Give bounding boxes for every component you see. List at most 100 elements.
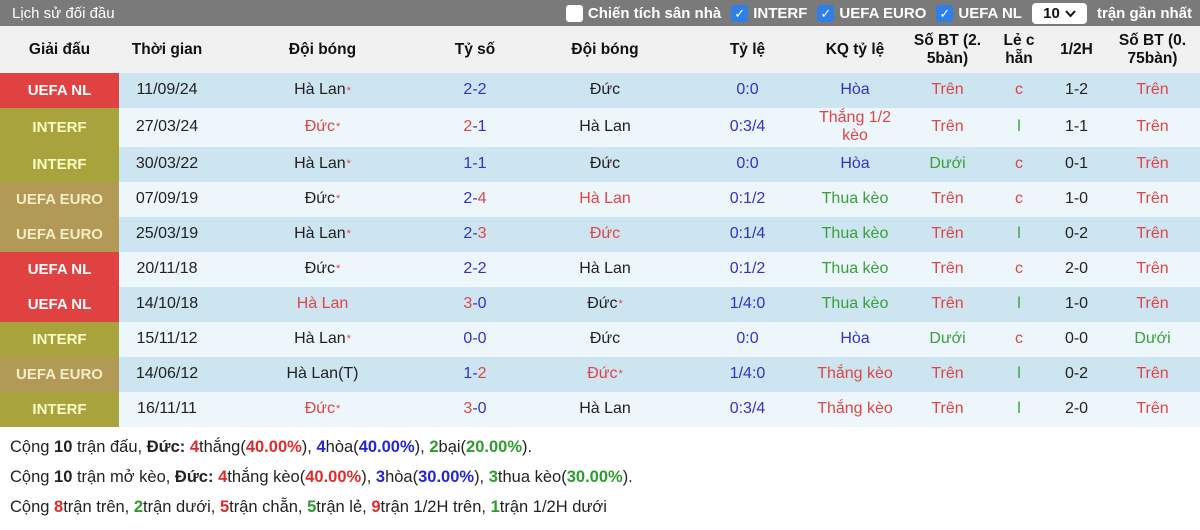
text-segment: thắng kèo( [227, 467, 306, 486]
odd-even: c [1015, 330, 1023, 348]
text-segment: 40.00% [245, 437, 302, 456]
column-header-8: Lẻ c hẵn [1003, 31, 1035, 67]
text-segment: 0 [477, 400, 487, 418]
match-date: 14/10/18 [135, 295, 199, 313]
home-team: Đức * [304, 400, 341, 418]
checkbox-checked-icon[interactable]: ✓ [731, 4, 749, 22]
match-score: 0-0 [430, 322, 520, 357]
team-name: Hà Lan [294, 225, 346, 243]
text-segment: - [472, 260, 478, 278]
text-segment: ). [622, 467, 633, 486]
checkbox-checked-icon[interactable]: ✓ [817, 4, 835, 22]
team-name: Hà Lan [294, 330, 346, 348]
text-segment: 30.00% [418, 467, 475, 486]
team-name: Hà Lan [579, 190, 631, 208]
table-row: UEFA NL 14/10/18 Hà Lan 3-0 Đức * 1/4:0 Thua kè… [0, 286, 1200, 322]
text-segment: trận chẵn, [229, 497, 308, 516]
column-header-7: Số BT (2. 5bàn) [913, 31, 982, 67]
column-header-5: Tỷ lệ [729, 40, 766, 58]
column-header-4: Đội bóng [571, 40, 639, 58]
text-segment: trận trên, [63, 497, 134, 516]
half-time-score: 0-0 [1064, 330, 1089, 348]
text-segment: ), [361, 467, 376, 486]
half-time-score: 2-0 [1064, 400, 1089, 418]
text-segment: 3 [463, 295, 473, 313]
league-badge: INTERF [0, 321, 119, 357]
chevron-down-icon [1065, 9, 1076, 17]
table-row: INTERF 16/11/11 Đức * 3-0 Hà Lan 0:3/4 Thắng kè… [0, 391, 1200, 427]
text-segment: bại( [438, 437, 467, 456]
team-name: Đức [304, 260, 335, 278]
away-team: Đức [520, 147, 690, 182]
team-name: Hà Lan [294, 81, 346, 99]
odds-result: Thua kèo [821, 225, 889, 243]
league-badge: UEFA EURO [0, 181, 119, 217]
odds-result: Thua kèo [821, 295, 889, 313]
checkbox-checked-icon[interactable]: ✓ [936, 4, 954, 22]
match-count-select[interactable]: 10 [1031, 2, 1087, 24]
text-segment: - [472, 330, 478, 348]
team-name: Hà Lan [294, 155, 346, 173]
text-segment: : [179, 437, 190, 456]
text-segment: Cộng [10, 497, 55, 516]
text-segment: 10 [54, 467, 73, 486]
text-segment: ), [474, 467, 489, 486]
checkbox-unchecked-icon[interactable] [565, 4, 583, 22]
text-segment: 5 [219, 497, 230, 516]
over-under-2-5: Trên [931, 295, 964, 313]
filter-league-interf[interactable]: ✓ INTERF [731, 4, 807, 22]
match-score: 1-1 [430, 147, 520, 182]
odd-even: c [1015, 190, 1023, 208]
over-under-0-75: Trên [1136, 295, 1169, 313]
text-segment: ), [301, 437, 317, 456]
home-team: Hà Lan(T) [215, 357, 430, 392]
column-header-10: Số BT (0. 75bàn) [1118, 31, 1187, 67]
topbar-controls: Chiến tích sân nhà ✓ INTERF ✓ UEFA EURO ✓ UEF… [565, 2, 1192, 24]
column-header-9: 1/2H [1060, 40, 1093, 58]
table-row: UEFA EURO 25/03/19 Hà Lan * 2-3 Đức 0:1/4 Thua … [0, 216, 1200, 252]
filter-league-uefa-euro[interactable]: ✓ UEFA EURO [817, 4, 926, 22]
half-time-score: 0-1 [1064, 155, 1089, 173]
text-segment: hòa( [385, 467, 419, 486]
text-segment: 1 [463, 155, 473, 173]
table-row: UEFA NL 20/11/18 Đức * 2-2 Hà Lan 0:1/2 Thua kè… [0, 251, 1200, 287]
league-badge: UEFA EURO [0, 216, 119, 252]
match-count-value: 10 [1043, 4, 1060, 22]
text-segment: - [472, 155, 478, 173]
table-row: UEFA EURO 07/09/19 Đức * 2-4 Hà Lan 0:1/2 Thua … [0, 181, 1200, 217]
over-under-2-5: Dưới [929, 155, 966, 173]
home-team: Đức * [304, 118, 341, 136]
home-team: Đức * [304, 260, 341, 278]
filter-home-record[interactable]: Chiến tích sân nhà [565, 4, 721, 22]
odd-even: c [1015, 81, 1023, 99]
text-segment: 2 [463, 118, 473, 136]
match-date: 14/06/12 [135, 365, 199, 383]
team-name: Đức [587, 365, 618, 383]
home-team: Hà Lan * [294, 225, 351, 243]
text-segment: 5 [307, 497, 317, 516]
table-row: INTERF 27/03/24 Đức * 2-1 Hà Lan 0:3/4 Thắng 1/… [0, 108, 1200, 147]
table-body: UEFA NL 11/09/24 Hà Lan * 2-2 Đức 0:0 Hòa Trên c 1… [0, 73, 1200, 427]
text-segment: 2 [463, 190, 473, 208]
odd-even: c [1015, 155, 1023, 173]
half-time-score: 1-2 [1064, 81, 1089, 99]
over-under-0-75: Trên [1136, 190, 1169, 208]
table-header-row: Giải đấu Thời gian Đội bóng Tỷ số Đội bóng Tỷ… [0, 26, 1200, 73]
filter-league-uefa-nl[interactable]: ✓ UEFA NL [936, 4, 1022, 22]
over-under-0-75: Trên [1136, 81, 1169, 99]
away-team: Hà Lan [520, 392, 690, 427]
match-score: 2-2 [430, 252, 520, 287]
match-score: 2-3 [430, 217, 520, 252]
text-segment: : [207, 467, 219, 486]
summary-block: Cộng 10 trận đấu, Đức: 4thắng(40.00%), 4… [0, 426, 1200, 522]
team-name: Đức [587, 295, 618, 313]
over-under-2-5: Trên [931, 400, 964, 418]
half-time-score: 1-0 [1064, 190, 1089, 208]
home-team: Hà Lan * [294, 330, 351, 348]
team-name: Đức [589, 155, 621, 173]
text-segment: 2 [477, 260, 487, 278]
text-segment: - [472, 365, 478, 383]
odd-even: l [1017, 365, 1021, 383]
text-segment: 2 [463, 81, 473, 99]
text-segment: 0 [477, 295, 487, 313]
